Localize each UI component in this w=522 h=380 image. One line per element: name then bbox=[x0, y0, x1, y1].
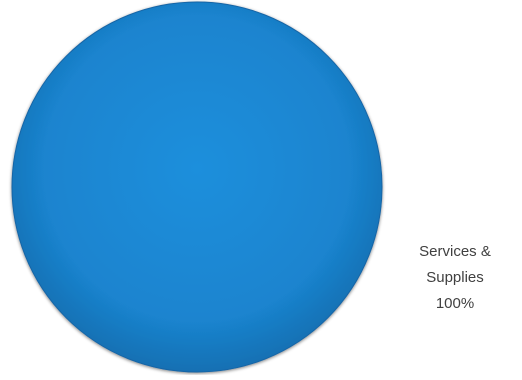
pie-slices bbox=[11, 1, 383, 373]
pie-data-labels: Services & Supplies 100% bbox=[419, 243, 491, 312]
slice-label-line-1: Services & bbox=[419, 243, 491, 260]
slice-label-line-2: Supplies bbox=[426, 269, 484, 286]
pie-slice-services-supplies bbox=[11, 1, 383, 373]
slice-label-percent: 100% bbox=[436, 295, 474, 312]
